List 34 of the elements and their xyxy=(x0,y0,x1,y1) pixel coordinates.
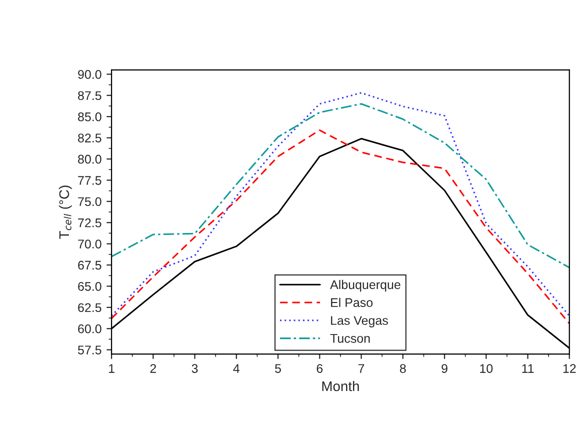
y-tick-label: 75.0 xyxy=(78,197,102,206)
y-tick-label: 90.0 xyxy=(78,70,102,79)
y-tick-label: 67.5 xyxy=(78,260,102,270)
legend-label: Tucson xyxy=(330,334,370,343)
x-tick-label: 3 xyxy=(192,364,198,373)
x-tick-label: 8 xyxy=(400,364,406,373)
y-tick-label: 65.0 xyxy=(78,282,102,291)
legend-label: Las Vegas xyxy=(331,316,388,328)
y-tick-label: 62.5 xyxy=(78,303,102,312)
x-tick-label: 9 xyxy=(442,364,448,373)
y-tick-label: 87.5 xyxy=(78,91,102,100)
legend-label: Albuquerque xyxy=(330,280,400,292)
x-tick-label: 5 xyxy=(275,364,281,373)
line-series xyxy=(112,92,570,317)
x-tick-label: 7 xyxy=(358,364,364,373)
x-tick-label: 4 xyxy=(233,364,240,373)
legend-label: El Paso xyxy=(331,298,373,308)
y-tick-label: 80.0 xyxy=(78,154,102,164)
y-tick-label: 82.5 xyxy=(78,134,102,142)
line-series xyxy=(112,103,570,268)
x-tick-label: 2 xyxy=(150,364,156,373)
y-tick-label: 57.5 xyxy=(78,346,102,354)
x-tick-label: 1 xyxy=(109,364,114,373)
x-tick-label: 10 xyxy=(480,364,493,373)
y-tick-label: 72.5 xyxy=(78,218,102,228)
y-tick-label: 70.0 xyxy=(78,240,102,248)
x-tick-label: 12 xyxy=(563,364,576,373)
x-axis-title: Month xyxy=(322,380,359,392)
y-tick-label: 85.0 xyxy=(78,112,102,122)
x-tick-label: 11 xyxy=(522,364,534,373)
x-tick-label: 6 xyxy=(316,364,323,373)
y-axis-title: T$_{cell}$ (°C) xyxy=(58,186,72,239)
y-tick-label: 60.0 xyxy=(78,324,102,334)
y-tick-label: 77.5 xyxy=(78,176,102,185)
